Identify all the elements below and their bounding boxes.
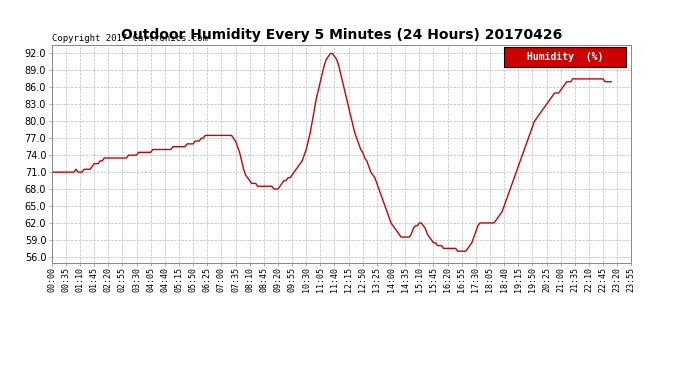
FancyBboxPatch shape: [504, 47, 626, 67]
Text: Copyright 2017 Cartronics.com: Copyright 2017 Cartronics.com: [52, 34, 208, 43]
Title: Outdoor Humidity Every 5 Minutes (24 Hours) 20170426: Outdoor Humidity Every 5 Minutes (24 Hou…: [121, 28, 562, 42]
Text: Humidity  (%): Humidity (%): [526, 52, 603, 62]
